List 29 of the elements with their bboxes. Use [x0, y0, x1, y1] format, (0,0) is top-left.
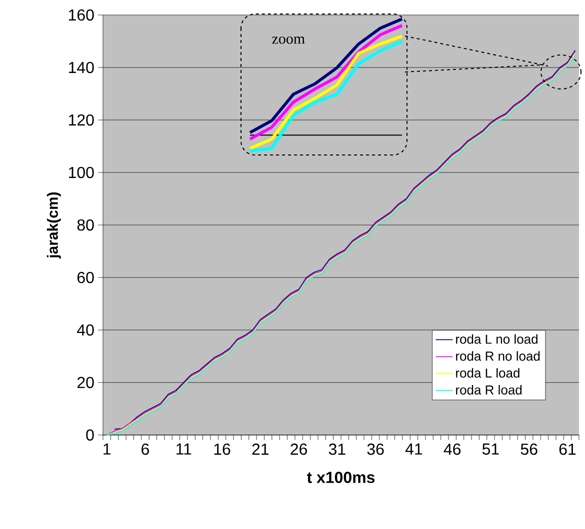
- x-tick-label: 26: [290, 444, 307, 455]
- x-tick-label: 46: [444, 444, 461, 455]
- y-tick-label: 20: [77, 376, 94, 388]
- x-tick-label: 36: [367, 444, 384, 455]
- y-tick-label: 120: [68, 114, 94, 126]
- y-tick-label: 60: [77, 272, 94, 284]
- annotation: zoom: [272, 36, 305, 44]
- y-tick-label: 40: [77, 324, 94, 336]
- y-tick-label: 160: [68, 9, 94, 21]
- legend-label: roda R load: [456, 385, 522, 395]
- x-tick-label: 16: [214, 444, 230, 455]
- x-tick-label: 1: [104, 444, 110, 455]
- y-tick-label: 100: [68, 166, 94, 178]
- x-tick-label: 41: [405, 444, 422, 455]
- x-tick-label: 11: [176, 444, 192, 455]
- x-tick-label: 31: [328, 444, 346, 455]
- y-axis-title: jarak(cm): [46, 192, 61, 259]
- x-tick-label: 51: [482, 444, 499, 455]
- y-tick-label: 140: [68, 62, 94, 74]
- legend-label: roda L load: [456, 368, 520, 378]
- legend-label: roda L no load: [456, 334, 538, 344]
- x-axis-title: t x100ms: [306, 472, 375, 484]
- y-tick-label: 0: [86, 429, 94, 441]
- x-tick-label: 6: [142, 444, 149, 455]
- legend-label: roda R no load: [456, 351, 540, 361]
- x-tick-label: 21: [252, 444, 268, 455]
- x-tick-label: 56: [520, 444, 538, 455]
- x-tick-label: 61: [559, 444, 576, 455]
- y-tick-label: 80: [77, 219, 94, 231]
